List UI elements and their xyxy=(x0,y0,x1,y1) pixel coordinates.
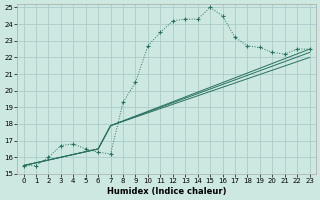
X-axis label: Humidex (Indice chaleur): Humidex (Indice chaleur) xyxy=(107,187,226,196)
